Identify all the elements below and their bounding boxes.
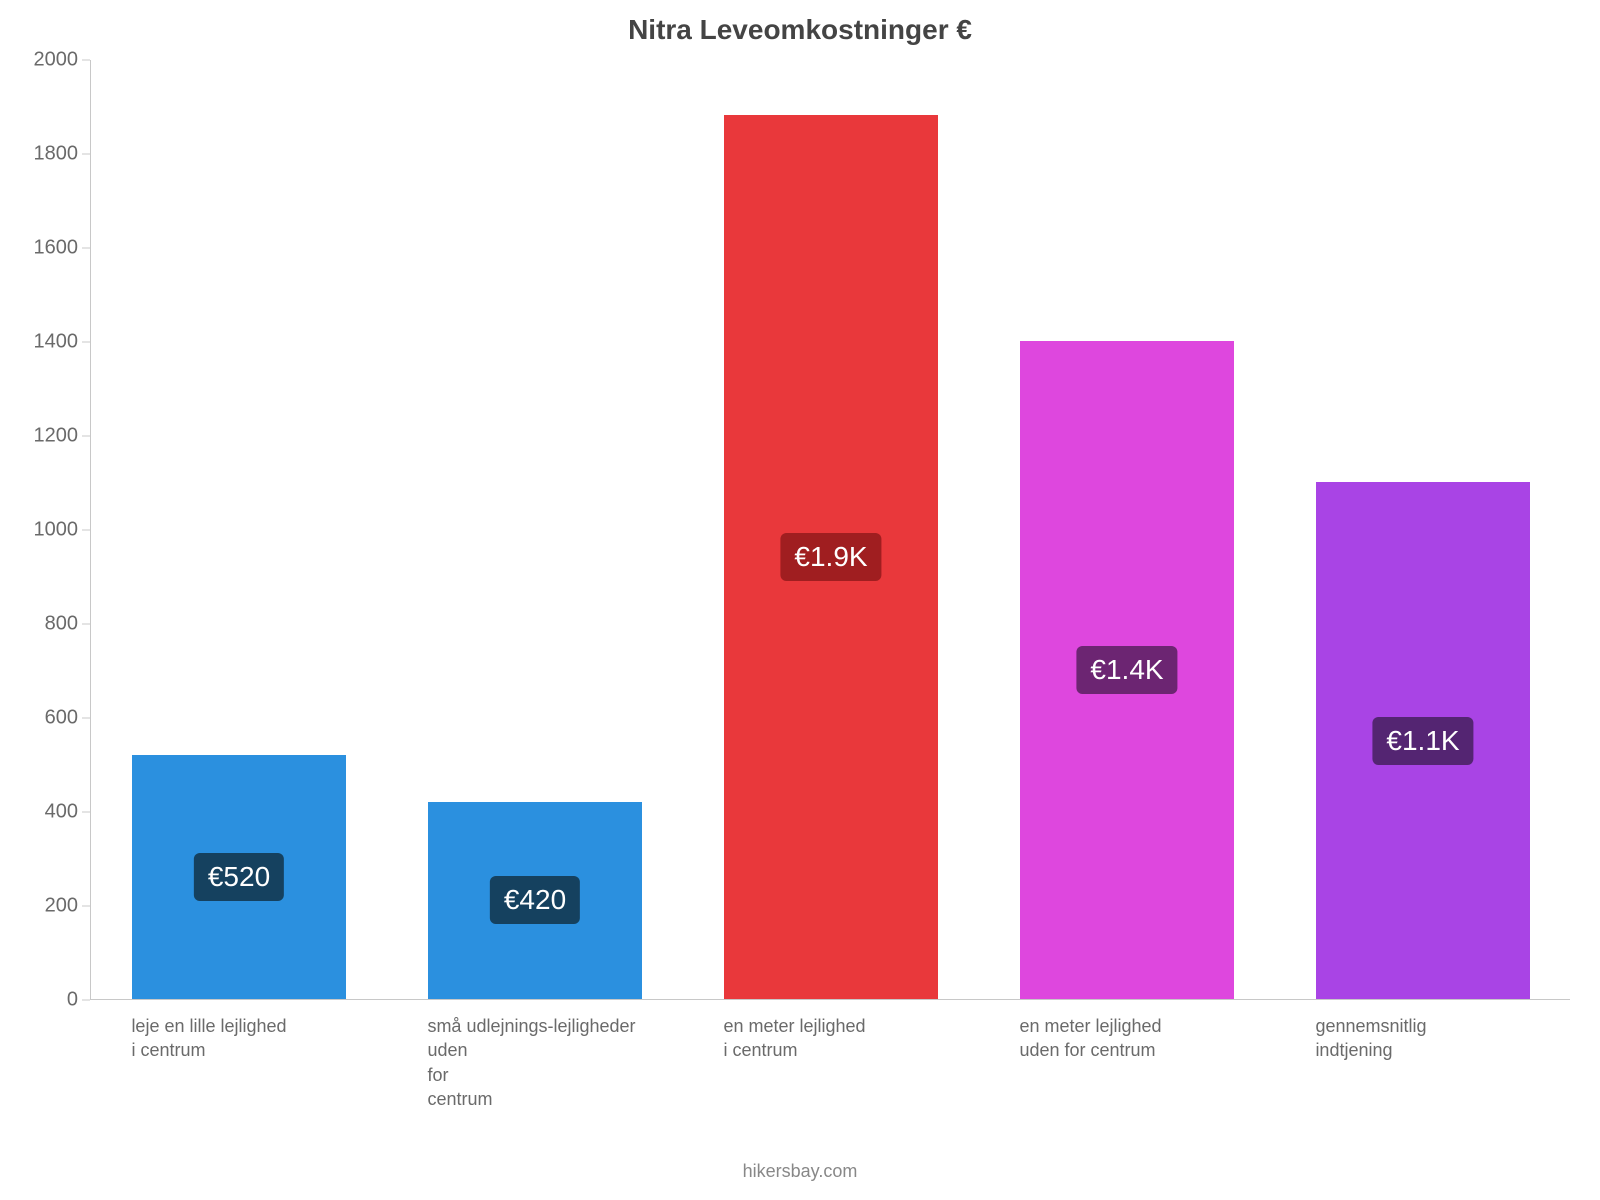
bar-value-badge: €1.1K [1372, 717, 1473, 765]
cost-of-living-chart: Nitra Leveomkostninger € 0 200 400 600 800 10… [0, 0, 1600, 1200]
y-tick-label: 2000 [0, 49, 90, 72]
y-tick-label: 1200 [0, 425, 90, 448]
y-tick-mark [82, 60, 90, 61]
y-tick-mark [82, 436, 90, 437]
y-tick-label: 800 [0, 613, 90, 636]
bar-value-badge: €420 [490, 876, 580, 924]
y-tick-label: 1800 [0, 143, 90, 166]
x-category-label: små udlejnings-lejligheder uden for cent… [427, 1014, 640, 1111]
y-tick-label: 0 [0, 989, 90, 1012]
attribution-text: hikersbay.com [0, 1161, 1600, 1182]
y-tick-mark [82, 906, 90, 907]
plot-area: €520 €420 €1.9K €1.4K €1.1K [90, 60, 1570, 1000]
y-tick-label: 1600 [0, 237, 90, 260]
y-tick-mark [82, 1000, 90, 1001]
y-tick-mark [82, 530, 90, 531]
y-tick-mark [82, 342, 90, 343]
y-tick-mark [82, 624, 90, 625]
y-tick-mark [82, 812, 90, 813]
bar-value-badge: €1.4K [1076, 646, 1177, 694]
x-category-label: en meter lejlighed uden for centrum [1019, 1014, 1232, 1063]
y-tick-label: 600 [0, 707, 90, 730]
y-tick-label: 1400 [0, 331, 90, 354]
bar-value-badge: €1.9K [780, 533, 881, 581]
x-category-label: gennemsnitlig indtjening [1315, 1014, 1528, 1063]
y-tick-label: 400 [0, 801, 90, 824]
y-tick-mark [82, 718, 90, 719]
x-category-label: leje en lille lejlighed i centrum [131, 1014, 344, 1063]
y-tick-mark [82, 154, 90, 155]
y-tick-label: 1000 [0, 519, 90, 542]
chart-title: Nitra Leveomkostninger € [0, 14, 1600, 46]
bars-group: €520 €420 €1.9K €1.4K €1.1K [91, 60, 1570, 999]
bar-value-badge: €520 [194, 853, 284, 901]
y-tick-label: 200 [0, 895, 90, 918]
y-tick-mark [82, 248, 90, 249]
x-category-label: en meter lejlighed i centrum [723, 1014, 936, 1063]
